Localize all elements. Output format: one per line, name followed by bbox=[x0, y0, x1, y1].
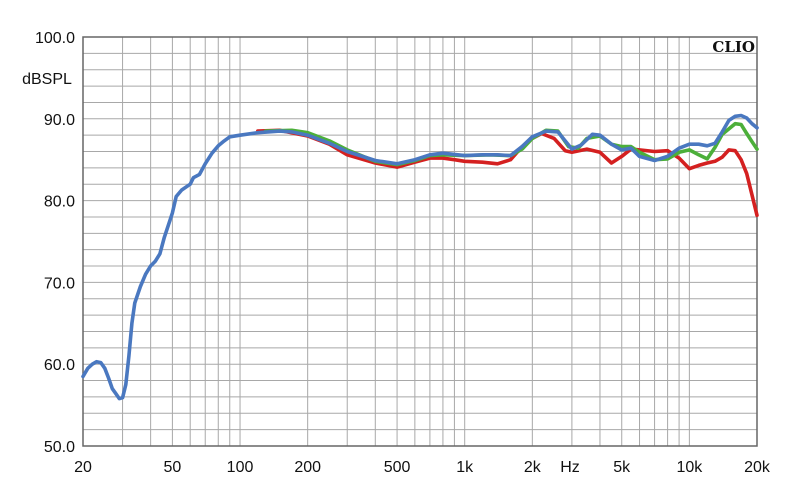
grid-lines bbox=[83, 37, 757, 446]
series-layer bbox=[81, 113, 759, 401]
y-tick-label: 100.0 bbox=[35, 30, 75, 47]
clio-brand-label: CLIO bbox=[712, 38, 755, 56]
tick-labels: 20 50 100 200 500 1k 2k 5k 10k 20k 50.0 60.0 70.0 80.… bbox=[35, 30, 771, 476]
x-tick-label: 500 bbox=[384, 459, 411, 476]
y-tick-label: 90.0 bbox=[44, 112, 75, 129]
series-line-blue bbox=[81, 113, 759, 401]
x-axis-unit-label: Hz bbox=[560, 459, 580, 476]
x-tick-label: 5k bbox=[613, 459, 631, 476]
plot-frame bbox=[82, 36, 758, 447]
x-tick-label: 10k bbox=[676, 459, 703, 476]
y-tick-label: 80.0 bbox=[44, 194, 75, 211]
x-tick-label: 20k bbox=[744, 459, 771, 476]
y-axis-unit-label: dBSPL bbox=[22, 71, 72, 88]
x-tick-label: 20 bbox=[74, 459, 92, 476]
x-tick-label: 50 bbox=[164, 459, 182, 476]
series-line-red bbox=[256, 128, 759, 218]
y-tick-label: 60.0 bbox=[44, 357, 75, 374]
y-tick-label: 50.0 bbox=[44, 439, 75, 456]
x-tick-label: 100 bbox=[227, 459, 254, 476]
y-tick-label: 70.0 bbox=[44, 275, 75, 292]
x-tick-label: 200 bbox=[294, 459, 321, 476]
x-tick-label: 2k bbox=[524, 459, 542, 476]
x-tick-label: 1k bbox=[456, 459, 474, 476]
